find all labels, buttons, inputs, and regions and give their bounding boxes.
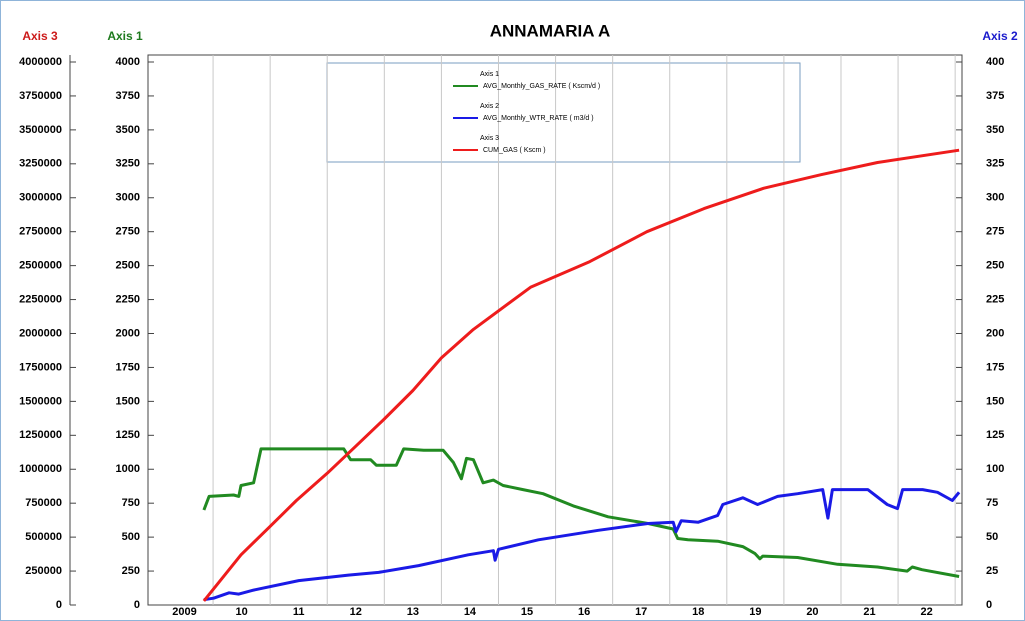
y-tick-label: 500000 [25, 531, 62, 543]
y-tick-label: 200 [986, 327, 1004, 339]
x-tick-label: 16 [578, 606, 590, 618]
y-tick-label: 0 [56, 599, 62, 611]
y-tick-label: 50 [986, 531, 998, 543]
x-tick-label: 17 [635, 606, 647, 618]
x-tick-label: 20 [806, 606, 818, 618]
y-tick-label: 3250 [116, 158, 140, 170]
x-tick-label: 11 [293, 606, 305, 618]
y-tick-label: 3750000 [19, 90, 62, 102]
y-tick-label: 175 [986, 361, 1004, 373]
x-tick-label: 15 [521, 606, 533, 618]
y-tick-label: 2500000 [19, 260, 62, 272]
y-tick-label: 350 [986, 124, 1004, 136]
x-tick-label: 19 [749, 606, 761, 618]
y-tick-label: 4000 [116, 56, 140, 68]
legend-group: Axis 3 [480, 135, 499, 142]
chart-title: ANNAMARIA A [490, 21, 611, 40]
y-tick-label: 1250000 [19, 429, 62, 441]
y-tick-label: 75 [986, 497, 998, 509]
x-tick-label: 18 [692, 606, 704, 618]
y-tick-label: 2750 [116, 226, 140, 238]
y-tick-label: 1750000 [19, 361, 62, 373]
y-tick-label: 750000 [25, 497, 62, 509]
legend-label: AVG_Monthly_WTR_RATE ( m3/d ) [483, 115, 594, 122]
y-tick-label: 125 [986, 429, 1004, 441]
y-tick-label: 1500000 [19, 395, 62, 407]
y-tick-label: 3000000 [19, 192, 62, 204]
legend [326, 62, 801, 163]
axis-title: Axis 2 [982, 29, 1018, 43]
legend-label: CUM_GAS ( Kscm ) [483, 147, 546, 154]
y-tick-label: 2250000 [19, 293, 62, 305]
legend-group: Axis 2 [480, 103, 499, 110]
y-tick-label: 100 [986, 463, 1004, 475]
y-tick-label: 400 [986, 56, 1004, 68]
y-tick-label: 250 [986, 260, 1004, 272]
y-tick-label: 1250 [116, 429, 140, 441]
y-tick-label: 375 [986, 90, 1004, 102]
plot-area [147, 54, 963, 606]
axis-title: Axis 3 [22, 29, 58, 43]
y-tick-label: 500 [122, 531, 140, 543]
y-tick-label: 150 [986, 395, 1004, 407]
x-tick-label: 14 [464, 606, 477, 618]
y-tick-label: 2750000 [19, 226, 62, 238]
y-tick-label: 275 [986, 226, 1004, 238]
axis-title: Axis 1 [107, 29, 143, 43]
y-tick-label: 2000 [116, 327, 140, 339]
y-tick-label: 0 [986, 599, 992, 611]
y-tick-label: 325 [986, 158, 1004, 170]
series-line [203, 488, 961, 602]
x-tick-label: 10 [235, 606, 247, 618]
y-tick-label: 225 [986, 293, 1004, 305]
y-tick-label: 250000 [25, 565, 62, 577]
x-tick-label: 13 [407, 606, 419, 618]
series-line [202, 447, 960, 578]
series-line [202, 148, 960, 602]
y-tick-label: 1000 [116, 463, 140, 475]
legend-label: AVG_Monthly_GAS_RATE ( Kscm/d ) [483, 83, 600, 90]
y-tick-label: 3000 [116, 192, 140, 204]
y-tick-label: 1000000 [19, 463, 62, 475]
x-tick-label: 22 [920, 606, 932, 618]
y-tick-label: 3500 [116, 124, 140, 136]
x-tick-label: 2009 [172, 606, 196, 618]
y-tick-label: 3250000 [19, 158, 62, 170]
y-tick-label: 1750 [116, 361, 140, 373]
y-tick-label: 2000000 [19, 327, 62, 339]
x-tick-label: 12 [350, 606, 362, 618]
y-tick-label: 3500000 [19, 124, 62, 136]
y-tick-label: 2250 [116, 293, 140, 305]
y-tick-label: 2500 [116, 260, 140, 272]
y-tick-label: 4000000 [19, 56, 62, 68]
x-tick-label: 21 [863, 606, 875, 618]
y-tick-label: 300 [986, 192, 1004, 204]
y-tick-label: 1500 [116, 395, 140, 407]
y-tick-label: 750 [122, 497, 140, 509]
y-tick-label: 250 [122, 565, 140, 577]
y-tick-label: 0 [134, 599, 140, 611]
legend-group: Axis 1 [480, 71, 499, 78]
y-tick-label: 3750 [116, 90, 140, 102]
y-tick-label: 25 [986, 565, 998, 577]
